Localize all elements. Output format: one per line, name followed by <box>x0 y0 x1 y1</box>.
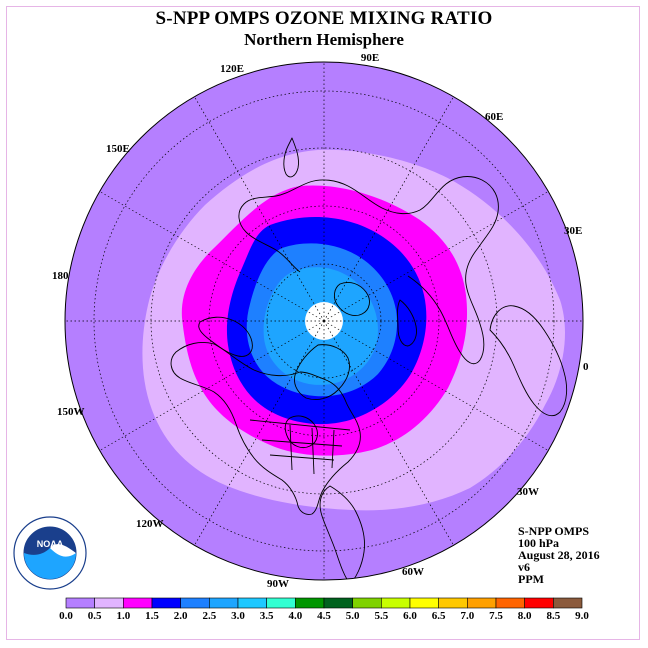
colorbar-swatch <box>295 597 325 609</box>
colorbar-swatch <box>352 597 382 609</box>
colorbar-swatch <box>409 597 439 609</box>
lon-label-120w: 120W <box>136 518 164 530</box>
info-line-units: PPM <box>518 572 544 586</box>
info-line-satellite: S-NPP OMPS <box>518 524 589 538</box>
colorbar: 0.0 0.5 1.0 1.5 2.0 2.5 3.0 3.5 4.0 4.5 5.0 5.5 6.0 6… <box>59 597 589 622</box>
lon-label-60w: 60W <box>402 566 424 578</box>
lon-label-30w: 30W <box>517 486 539 498</box>
map-border <box>64 61 584 581</box>
coast-eurasia <box>238 176 499 365</box>
coast-alaska <box>198 316 253 357</box>
coast-us-states <box>249 419 351 475</box>
colorbar-swatch <box>94 597 124 609</box>
colorbar-tick-label: 4.5 <box>317 610 331 622</box>
colorbar-tick-label: 6.5 <box>432 610 446 622</box>
lon-label-30e: 30E <box>564 225 582 237</box>
coast-greenland <box>294 344 350 401</box>
colorbar-tick-label: 1.5 <box>145 610 159 622</box>
colorbar-tick-label: 9.0 <box>575 610 589 622</box>
lon-label-90w: 90W <box>267 578 289 590</box>
coast-africa <box>489 305 568 417</box>
colorbar-tick-label: 2.0 <box>174 610 188 622</box>
info-line-date: August 28, 2016 <box>518 548 600 562</box>
info-line-pressure: 100 hPa <box>518 536 560 550</box>
lon-label-120e: 120E <box>220 63 244 75</box>
coast-north-america <box>170 341 361 515</box>
colorbar-swatch <box>495 597 525 609</box>
colorbar-tick-label: 0.5 <box>88 610 102 622</box>
ozone-field <box>65 62 583 580</box>
noaa-logo: NOAA <box>13 516 87 590</box>
lon-label-150w: 150W <box>57 406 85 418</box>
coastlines <box>170 137 568 580</box>
noaa-logo-text: NOAA <box>37 539 64 549</box>
colorbar-tick-label: 7.0 <box>460 610 474 622</box>
graticule <box>65 62 583 580</box>
lon-label-180: 180 <box>52 270 69 282</box>
colorbar-swatch <box>323 597 353 609</box>
colorbar-swatch <box>381 597 411 609</box>
colorbar-swatch <box>553 597 583 609</box>
lon-label-0: 0 <box>583 361 589 373</box>
coast-japan <box>283 137 299 178</box>
lon-label-60e: 60E <box>485 111 503 123</box>
colorbar-tick-label: 8.0 <box>518 610 532 622</box>
info-line-version: v6 <box>518 560 530 574</box>
coast-hudson-bay <box>284 415 318 449</box>
colorbar-swatch <box>209 597 239 609</box>
coast-south-america <box>319 485 365 580</box>
colorbar-tick-label: 5.0 <box>346 610 360 622</box>
colorbar-tick-label: 2.5 <box>202 610 216 622</box>
info-block: S-NPP OMPS 100 hPa August 28, 2016 v6 PP… <box>518 525 600 585</box>
colorbar-tick-label: 7.5 <box>489 610 503 622</box>
colorbar-tick-label: 4.0 <box>288 610 302 622</box>
colorbar-swatch <box>151 597 181 609</box>
lon-label-90e: 90E <box>361 52 379 64</box>
colorbar-swatch <box>237 597 267 609</box>
figure-frame <box>6 6 640 640</box>
colorbar-swatch <box>65 597 95 609</box>
page-subtitle: Northern Hemisphere <box>244 30 404 49</box>
coast-scandinavia <box>397 299 417 347</box>
lon-label-150e: 150E <box>106 143 130 155</box>
colorbar-tick-label: 1.0 <box>116 610 130 622</box>
colorbar-tick-label: 5.5 <box>374 610 388 622</box>
colorbar-swatch <box>180 597 210 609</box>
coast-arctic-islands <box>333 281 370 317</box>
longitude-labels: 0 30E 60E 90E 120E 150E 180 150W 120W 90… <box>52 52 589 590</box>
colorbar-swatch <box>524 597 554 609</box>
page-title: S-NPP OMPS OZONE MIXING RATIO <box>155 8 493 29</box>
colorbar-swatch <box>123 597 153 609</box>
colorbar-tick-label: 3.0 <box>231 610 245 622</box>
colorbar-swatch <box>467 597 497 609</box>
colorbar-swatch <box>438 597 468 609</box>
colorbar-tick-label: 0.0 <box>59 610 73 622</box>
colorbar-tick-label: 3.5 <box>260 610 274 622</box>
colorbar-tick-label: 8.5 <box>546 610 560 622</box>
colorbar-swatch <box>266 597 296 609</box>
colorbar-tick-label: 6.0 <box>403 610 417 622</box>
